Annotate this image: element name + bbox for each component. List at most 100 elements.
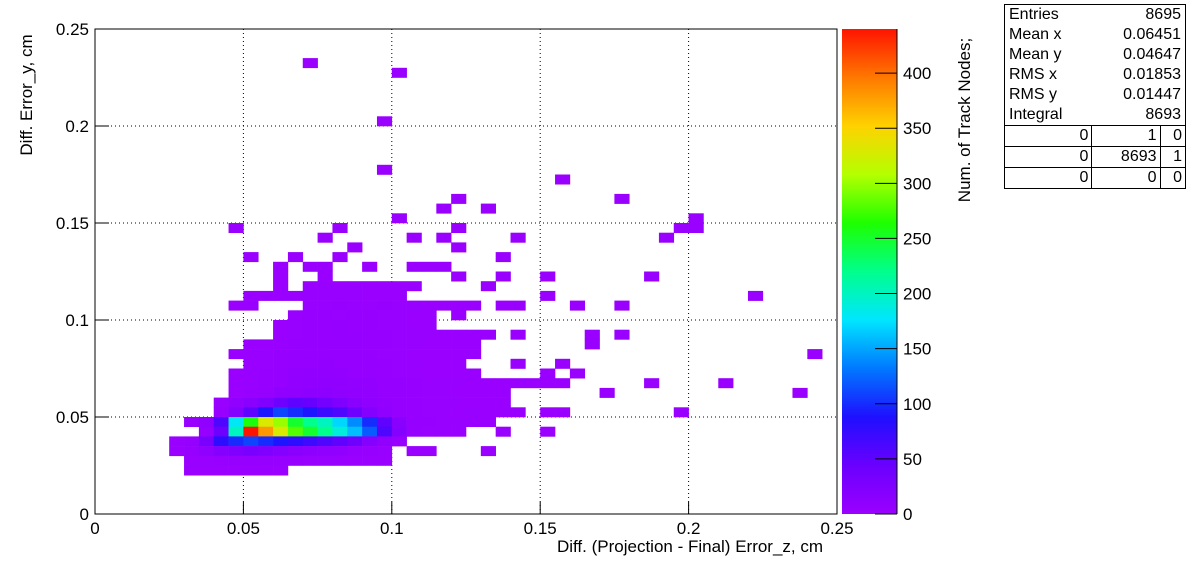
cell [347, 387, 363, 398]
cell [258, 455, 274, 466]
cell [362, 339, 378, 350]
colorbar-tick-label: 200 [903, 285, 931, 304]
cell [287, 349, 304, 360]
cell [569, 300, 586, 311]
cell [391, 290, 407, 301]
cell [391, 368, 407, 379]
cell [302, 349, 318, 360]
cell [421, 358, 437, 369]
cell [317, 436, 333, 447]
chart: Diff. (Projection - Final) Error_z, cm D… [17, 20, 974, 556]
cell [302, 417, 318, 427]
cell [302, 387, 318, 398]
stats-cell: 1 [1159, 146, 1187, 168]
colorbar-tick-label: 150 [903, 340, 931, 359]
cell [213, 407, 229, 418]
cell [347, 320, 363, 330]
cell [406, 320, 422, 330]
x-tick-label: 0.15 [524, 519, 557, 538]
cell [198, 465, 215, 476]
cell [436, 407, 452, 418]
cell [347, 455, 363, 466]
cell [362, 436, 378, 447]
stats-row: Entries 8695 [1005, 5, 1186, 26]
cell [198, 426, 215, 437]
cell [525, 378, 541, 389]
cell [258, 339, 274, 350]
cell [332, 290, 348, 301]
cell [495, 378, 511, 389]
cell [406, 339, 422, 350]
cell [332, 407, 348, 418]
cell [347, 378, 363, 389]
cell [302, 358, 318, 369]
cell [198, 436, 215, 447]
cell [406, 349, 422, 360]
stats-cell: 0.04647 [1123, 46, 1181, 63]
cell [391, 426, 407, 437]
cell [347, 349, 363, 360]
cell [614, 300, 630, 311]
cell [406, 378, 422, 389]
cell [362, 455, 378, 466]
cell [376, 446, 393, 457]
cell [273, 407, 289, 418]
cell [436, 378, 452, 389]
cell [466, 368, 482, 379]
cell [317, 320, 333, 330]
cell [466, 387, 482, 398]
cell [362, 417, 378, 427]
cell [287, 368, 304, 379]
colorbar-tick-label: 250 [903, 229, 931, 248]
cell [436, 368, 452, 379]
cell [688, 213, 704, 224]
cell [362, 446, 378, 457]
cell [421, 446, 437, 457]
cell [451, 426, 467, 437]
cell [347, 397, 363, 408]
cell [688, 223, 704, 233]
cell [391, 378, 407, 389]
cell [644, 271, 660, 282]
cell [347, 417, 363, 427]
cell [451, 407, 467, 418]
cell [376, 358, 393, 369]
cell [347, 446, 363, 457]
cell [718, 378, 734, 389]
cell [436, 397, 452, 408]
cell [184, 417, 200, 427]
cell [184, 436, 200, 447]
cell [347, 436, 363, 447]
cell [332, 252, 348, 263]
cell [421, 368, 437, 379]
cell [184, 455, 200, 466]
cell [332, 387, 348, 398]
cell [510, 407, 526, 418]
cell [510, 378, 526, 389]
cell [347, 290, 363, 301]
stats-cell: 1 [1091, 125, 1161, 147]
cell [273, 261, 289, 272]
cell [466, 329, 482, 340]
cell [273, 465, 289, 476]
colorbar-tick-label: 50 [903, 450, 922, 469]
cell [287, 426, 304, 437]
cell [362, 300, 378, 311]
cell [480, 407, 496, 418]
cell [495, 252, 511, 263]
cell [317, 271, 333, 282]
cell [347, 300, 363, 311]
stats-row: RMS y 0.01447 [1005, 85, 1186, 105]
cell [451, 300, 467, 311]
cell [421, 329, 437, 340]
cell [480, 397, 496, 408]
cell [243, 426, 259, 437]
cell [347, 407, 363, 418]
cell [332, 417, 348, 427]
cell [466, 378, 482, 389]
cell [287, 417, 304, 427]
cell [273, 339, 289, 350]
cell [792, 387, 808, 398]
cell [347, 368, 363, 379]
cell [287, 320, 304, 330]
